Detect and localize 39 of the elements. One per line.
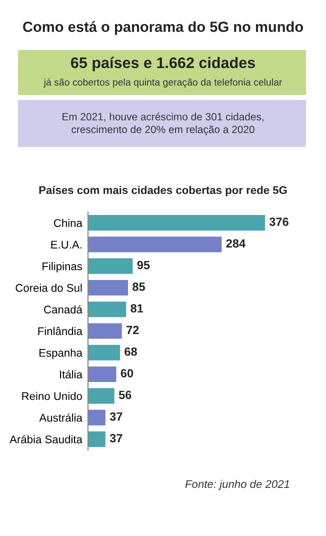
data-label: 284 bbox=[226, 239, 246, 248]
data-label: 72 bbox=[126, 326, 139, 334]
source-note: Fonte: junho de 2021 bbox=[185, 480, 290, 490]
bar bbox=[88, 366, 116, 382]
y-tick-label: China bbox=[54, 218, 82, 227]
data-label: 68 bbox=[124, 347, 137, 356]
data-label: 56 bbox=[118, 390, 132, 400]
y-tick-label: Reino Unido bbox=[22, 392, 82, 400]
y-tick-label: Austrália bbox=[39, 413, 82, 422]
bar bbox=[88, 236, 222, 252]
y-tick-label: Arábia Saudita bbox=[10, 435, 82, 444]
text: já são cobertos pela quinta geração da telefonia celular bbox=[44, 78, 282, 88]
bar bbox=[88, 410, 106, 426]
y-tick-label: Canadá bbox=[44, 305, 82, 314]
y-tick-label: Itália bbox=[60, 370, 82, 378]
bar bbox=[88, 302, 126, 318]
bar bbox=[88, 258, 133, 274]
data-label: 81 bbox=[130, 304, 144, 313]
chart-title: Como está o panorama do 5G no mundo bbox=[23, 21, 304, 35]
y-tick-label: Filipinas bbox=[42, 262, 82, 272]
bar bbox=[88, 323, 122, 339]
data-label: 95 bbox=[137, 260, 150, 270]
bar bbox=[88, 344, 120, 360]
data-label: 37 bbox=[110, 434, 122, 442]
y-tick-label: E.U.A. bbox=[51, 240, 82, 249]
bar bbox=[88, 215, 265, 231]
data-label: 60 bbox=[120, 369, 134, 378]
bar bbox=[88, 431, 106, 447]
data-label: 37 bbox=[110, 412, 122, 421]
bar bbox=[88, 388, 114, 404]
bar bbox=[88, 280, 128, 296]
text: Em 2021, houve acréscimo de 301 cidades, crescimento de 20% em relação a 2020 bbox=[62, 112, 264, 136]
data-label: 85 bbox=[132, 282, 145, 291]
chart-subtitle: Países com mais cidades cobertas por rede 5G bbox=[39, 186, 287, 196]
text: 65 países e 1.662 cidades bbox=[70, 56, 255, 72]
y-tick-label: Espanha bbox=[39, 348, 82, 359]
y-tick-label: Coreia do Sul bbox=[16, 284, 82, 292]
data-label: 376 bbox=[269, 218, 288, 226]
y-tick-label: Finlândia bbox=[38, 326, 82, 336]
